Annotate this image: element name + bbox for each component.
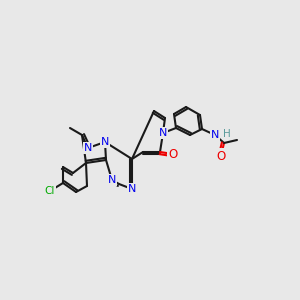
Text: H: H [223,129,231,139]
Text: Cl: Cl [45,186,55,196]
Text: O: O [168,148,178,160]
Text: N: N [101,137,109,147]
Text: N: N [128,184,136,194]
Text: N: N [211,130,219,140]
Text: O: O [216,149,226,163]
Text: N: N [84,143,92,153]
Text: N: N [108,175,116,185]
Text: N: N [159,128,167,138]
